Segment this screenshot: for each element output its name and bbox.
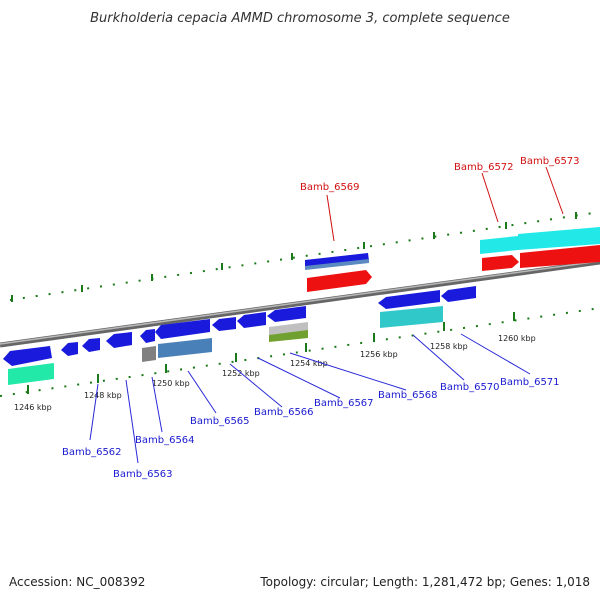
gene-label-Bamb_6563: Bamb_6563 (113, 469, 173, 480)
accession-text: Accession: NC_008392 (9, 575, 145, 589)
gene-teal[interactable] (380, 306, 443, 328)
gene-label-Bamb_6565: Bamb_6565 (190, 416, 250, 427)
gene-Bamb_6573-cyan[interactable] (518, 227, 600, 250)
gene-Bamb_6572-red[interactable] (482, 255, 519, 271)
gene-label-Bamb_6564: Bamb_6564 (135, 435, 195, 446)
gene-Bamb_6572[interactable] (480, 236, 518, 254)
gene-label-Bamb_6566: Bamb_6566 (254, 407, 314, 418)
gene-grey[interactable] (142, 346, 156, 362)
gene-Bamb_6565[interactable] (106, 332, 132, 348)
gene-label-Bamb_6572: Bamb_6572 (454, 162, 514, 173)
gene-rna-olive[interactable] (269, 330, 308, 342)
outer-tick-row (9, 211, 600, 302)
gene-label-Bamb_6571: Bamb_6571 (500, 377, 560, 388)
gene-steelblue[interactable] (158, 338, 212, 358)
gene-Bamb_6567[interactable] (155, 319, 210, 339)
gene-label-Bamb_6562: Bamb_6562 (62, 447, 122, 458)
scale-label-1250: 1250 kbp (152, 379, 190, 388)
scale-label-1246: 1246 kbp (14, 403, 52, 412)
gene-Bamb_6570[interactable] (378, 290, 440, 309)
gene-Bamb_6571[interactable] (441, 286, 476, 302)
reverse-strand-features (3, 286, 476, 385)
gene-Bamb_6562[interactable] (3, 346, 52, 366)
forward-strand-features (305, 227, 600, 292)
scale-label-1260: 1260 kbp (498, 334, 536, 343)
gene-labels: Bamb_6569 Bamb_6572 Bamb_6573 Bamb_6562 … (62, 156, 580, 480)
scale-label-1254: 1254 kbp (290, 359, 328, 368)
gene-label-Bamb_6567: Bamb_6567 (314, 398, 374, 409)
gene-Bamb_6569[interactable] (307, 270, 372, 292)
gene-Bamb_6563[interactable] (61, 342, 78, 356)
gene-label-Bamb_6570: Bamb_6570 (440, 382, 500, 393)
gene-label-Bamb_6573: Bamb_6573 (520, 156, 580, 167)
gene-label-Bamb_6568: Bamb_6568 (378, 390, 438, 401)
gene-Bamb_6568-b[interactable] (237, 312, 266, 328)
scale-label-1248: 1248 kbp (84, 391, 122, 400)
gene-Bamb_6564[interactable] (82, 338, 100, 352)
gene-Bamb_6568-c[interactable] (267, 306, 306, 322)
gene-rna-green[interactable] (8, 363, 54, 385)
gene-bar-steelblue[interactable] (305, 259, 369, 270)
gene-label-Bamb_6569: Bamb_6569 (300, 182, 360, 193)
topology-summary: Topology: circular; Length: 1,281,472 bp… (259, 575, 590, 589)
label-leader-lines (89, 166, 564, 464)
scale-label-1258: 1258 kbp (430, 342, 468, 351)
inner-tick-row (0, 307, 600, 397)
scale-label-1256: 1256 kbp (360, 350, 398, 359)
genome-backbone (0, 259, 600, 348)
gene-Bamb_6566[interactable] (140, 329, 155, 343)
gene-Bamb_6568-a[interactable] (212, 317, 236, 331)
gene-Bamb_6573[interactable] (520, 245, 600, 268)
map-title: Burkholderia cepacia AMMD chromosome 3, … (90, 11, 510, 26)
